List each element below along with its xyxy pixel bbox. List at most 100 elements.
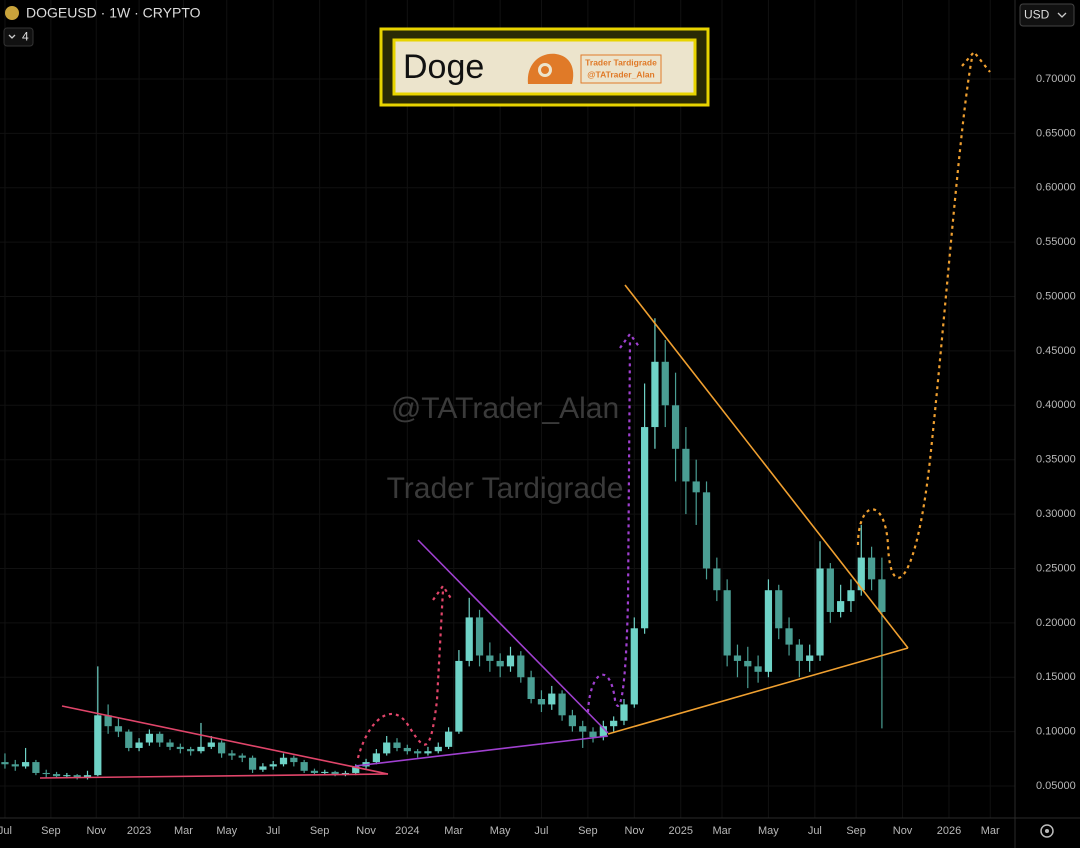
- candle-body: [300, 762, 308, 771]
- candle-body: [228, 753, 236, 756]
- watermark: @TATrader_Alan: [391, 392, 619, 425]
- candle-body: [218, 742, 226, 754]
- tardigrade-icon: [527, 53, 574, 84]
- currency-button[interactable]: [1019, 3, 1075, 27]
- candle-body: [94, 715, 102, 776]
- y-tick-label: 0.35000: [1036, 454, 1076, 466]
- candle-body: [785, 628, 793, 645]
- candle-body: [197, 746, 205, 752]
- projection-arrow: [586, 339, 632, 713]
- candle-body: [682, 448, 690, 482]
- coin-icon: [5, 6, 19, 20]
- arrow-head: [432, 584, 453, 601]
- candle-body: [506, 655, 515, 667]
- y-tick-label: 0.30000: [1036, 508, 1076, 520]
- candle-body: [599, 726, 607, 738]
- projection-arrow: [856, 57, 974, 579]
- y-tick-label: 0.25000: [1036, 562, 1076, 574]
- candle-body: [393, 742, 401, 748]
- candle-body: [290, 757, 298, 763]
- trend-line: [39, 773, 389, 779]
- candle-body: [620, 704, 628, 721]
- candle-body: [867, 557, 876, 580]
- candle-body: [352, 766, 360, 773]
- candle-body: [754, 666, 762, 672]
- y-tick-label: 0.10000: [1036, 726, 1076, 738]
- candle-body: [661, 361, 669, 406]
- candle-body: [32, 762, 40, 773]
- candle-body: [321, 771, 329, 773]
- candle-body: [238, 755, 246, 758]
- candle-body: [248, 757, 257, 770]
- x-tick-label: Sep: [846, 825, 866, 837]
- x-tick-label: Nov: [86, 825, 106, 837]
- x-tick-label: 2023: [127, 825, 151, 837]
- x-tick-label: May: [490, 825, 511, 837]
- currency: USD: [1024, 8, 1050, 22]
- settings-icon-dot: [1045, 829, 1049, 833]
- candle-body: [259, 766, 267, 770]
- y-tick-label: 0.55000: [1036, 236, 1076, 248]
- candle-body: [383, 742, 391, 754]
- candle-body: [73, 775, 81, 778]
- y-tick-label: 0.70000: [1036, 73, 1076, 85]
- candle-body: [424, 751, 432, 754]
- y-tick-label: 0.40000: [1036, 399, 1076, 411]
- candles: [1, 318, 886, 780]
- x-tick-label: Sep: [310, 825, 330, 837]
- trend-line: [61, 705, 389, 775]
- candle-body: [568, 715, 577, 727]
- x-tick-label: Mar: [713, 825, 732, 837]
- candle-body: [372, 753, 380, 763]
- candle-body: [166, 742, 174, 747]
- candle-body: [744, 660, 752, 667]
- candle-body: [548, 693, 556, 705]
- x-tick-label: Nov: [625, 825, 645, 837]
- price-axis: 0.05000 0.10000 0.15000 0.20000 0.25000 0.300…: [1036, 73, 1076, 792]
- candle-body: [135, 742, 143, 748]
- x-tick-label: 2025: [668, 825, 692, 837]
- candle-body: [145, 733, 154, 743]
- candle-body: [579, 726, 587, 732]
- x-tick-label: May: [758, 825, 779, 837]
- indicator-toggle[interactable]: [3, 27, 34, 47]
- candle-body: [795, 644, 803, 661]
- candle-body: [517, 655, 525, 678]
- candle-body: [775, 590, 783, 629]
- candle-body: [723, 590, 731, 656]
- x-tick-label: Mar: [174, 825, 193, 837]
- candle-body: [114, 726, 123, 732]
- candle-body: [403, 747, 411, 752]
- trend-line: [354, 735, 609, 767]
- candle-body: [475, 617, 484, 656]
- arrow-head: [961, 50, 991, 73]
- candle-body: [641, 427, 649, 629]
- candle-body: [465, 617, 473, 661]
- candle-body: [63, 775, 71, 777]
- y-tick-label: 0.65000: [1036, 127, 1076, 139]
- trend-line: [607, 647, 909, 735]
- candle-body: [671, 405, 680, 449]
- logo-badge: [580, 54, 662, 84]
- projection-arrow: [356, 589, 445, 759]
- candle-body: [826, 568, 834, 612]
- trend-line: [624, 284, 909, 649]
- candle-body: [496, 660, 504, 667]
- x-tick-label: Sep: [41, 825, 61, 837]
- settings-icon[interactable]: [1040, 824, 1054, 838]
- candle-body: [21, 762, 30, 767]
- candle-body: [702, 492, 711, 569]
- candle-body: [207, 742, 215, 747]
- chart-title: DOGEUSD · 1W · CRYPTO: [26, 5, 201, 21]
- y-tick-label: 0.60000: [1036, 182, 1076, 194]
- candle-body: [878, 579, 886, 612]
- candle-body: [125, 731, 133, 748]
- logo-line: Trader Tardigrade: [585, 57, 657, 67]
- x-tick-label: May: [216, 825, 237, 837]
- y-tick-label: 0.45000: [1036, 345, 1076, 357]
- time-axis: Jul Sep Nov 2023 Mar May Jul Sep Nov 2024 Mar May Ju…: [0, 825, 1000, 837]
- candle-body: [537, 698, 546, 705]
- x-tick-label: Mar: [444, 825, 463, 837]
- candle-body: [279, 757, 288, 765]
- candle-body: [455, 660, 463, 732]
